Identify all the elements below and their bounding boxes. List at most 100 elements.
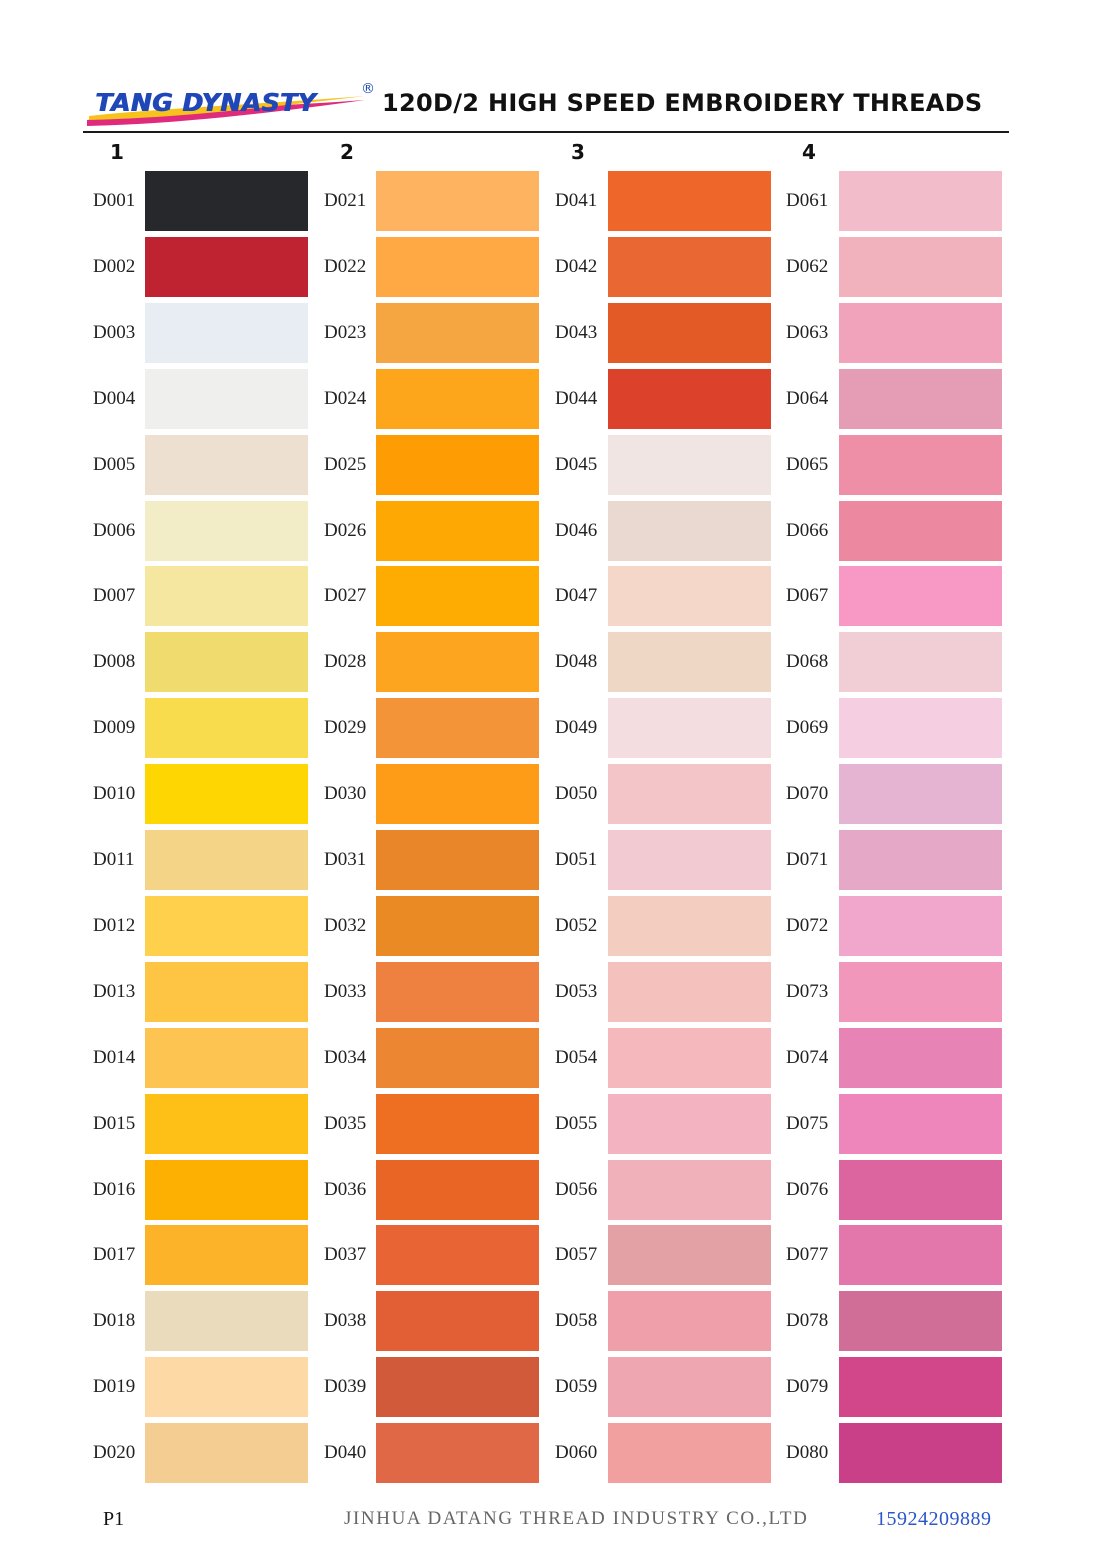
swatch-row: D041	[555, 171, 771, 231]
swatch-row: D075	[786, 1094, 1002, 1154]
color-code: D005	[93, 454, 136, 475]
color-swatch	[608, 1094, 771, 1154]
page-header: TANG DYNASTY ® 120D/2 HIGH SPEED EMBROID…	[83, 76, 1009, 132]
color-code: D007	[93, 585, 136, 606]
color-swatch	[376, 369, 539, 429]
color-code: D069	[786, 717, 829, 738]
color-code: D004	[93, 388, 136, 409]
color-swatch	[376, 1423, 539, 1483]
swatch-row: D057	[555, 1225, 771, 1285]
swatch-row: D054	[555, 1028, 771, 1088]
color-code: D028	[324, 651, 367, 672]
color-code: D070	[786, 783, 829, 804]
swatch-row: D036	[324, 1160, 539, 1220]
color-swatch	[376, 698, 539, 758]
swatch-row: D034	[324, 1028, 539, 1088]
color-code: D026	[324, 520, 367, 541]
swatch-row: D056	[555, 1160, 771, 1220]
swatch-row: D013	[93, 962, 308, 1022]
color-code: D054	[555, 1047, 598, 1068]
logo-swoosh-icon	[87, 96, 365, 126]
color-swatch	[145, 1291, 308, 1351]
color-code: D019	[93, 1376, 136, 1397]
color-code: D041	[555, 190, 598, 211]
swatch-row: D029	[324, 698, 539, 758]
column-number: 4	[802, 140, 816, 164]
swatch-row: D006	[93, 501, 308, 561]
swatch-row: D010	[93, 764, 308, 824]
color-swatch	[608, 830, 771, 890]
color-code: D059	[555, 1376, 598, 1397]
color-swatch	[145, 303, 308, 363]
color-code: D048	[555, 651, 598, 672]
color-code: D072	[786, 915, 829, 936]
color-swatch	[376, 1225, 539, 1285]
color-code: D002	[93, 256, 136, 277]
color-code: D050	[555, 783, 598, 804]
swatch-row: D017	[93, 1225, 308, 1285]
color-swatch	[145, 1357, 308, 1417]
color-code: D025	[324, 454, 367, 475]
color-code: D033	[324, 981, 367, 1002]
color-swatch	[145, 369, 308, 429]
color-swatch	[376, 566, 539, 626]
color-code: D061	[786, 190, 829, 211]
color-code: D049	[555, 717, 598, 738]
color-code: D012	[93, 915, 136, 936]
color-code: D021	[324, 190, 367, 211]
color-swatch	[839, 303, 1002, 363]
color-swatch	[608, 698, 771, 758]
swatch-row: D031	[324, 830, 539, 890]
color-code: D032	[324, 915, 367, 936]
swatch-row: D067	[786, 566, 1002, 626]
color-code: D043	[555, 322, 598, 343]
swatch-row: D018	[93, 1291, 308, 1351]
color-swatch	[608, 1160, 771, 1220]
swatch-row: D045	[555, 435, 771, 495]
color-swatch	[145, 830, 308, 890]
swatch-row: D025	[324, 435, 539, 495]
swatch-row: D069	[786, 698, 1002, 758]
swatch-row: D028	[324, 632, 539, 692]
color-code: D013	[93, 981, 136, 1002]
color-swatch	[145, 237, 308, 297]
swatch-row: D033	[324, 962, 539, 1022]
swatch-row: D077	[786, 1225, 1002, 1285]
color-code: D068	[786, 651, 829, 672]
swatch-row: D024	[324, 369, 539, 429]
color-code: D022	[324, 256, 367, 277]
color-code: D076	[786, 1179, 829, 1200]
color-code: D071	[786, 849, 829, 870]
color-swatch	[376, 1291, 539, 1351]
color-swatch	[145, 501, 308, 561]
logo-text: TANG DYNASTY	[95, 88, 316, 117]
color-swatch	[839, 896, 1002, 956]
color-swatch	[376, 1028, 539, 1088]
color-code: D024	[324, 388, 367, 409]
color-swatch	[608, 962, 771, 1022]
swatch-row: D012	[93, 896, 308, 956]
color-swatch	[376, 896, 539, 956]
color-swatch	[145, 1225, 308, 1285]
color-code: D044	[555, 388, 598, 409]
color-swatch	[145, 896, 308, 956]
swatch-row: D063	[786, 303, 1002, 363]
color-swatch	[608, 1357, 771, 1417]
color-swatch	[145, 962, 308, 1022]
swatch-row: D053	[555, 962, 771, 1022]
brand-logo: TANG DYNASTY ®	[83, 80, 375, 130]
phone-number: 15924209889	[876, 1508, 992, 1530]
color-swatch	[608, 303, 771, 363]
swatch-row: D047	[555, 566, 771, 626]
color-code: D063	[786, 322, 829, 343]
color-swatch	[145, 566, 308, 626]
color-swatch	[608, 1028, 771, 1088]
swatch-row: D050	[555, 764, 771, 824]
color-code: D034	[324, 1047, 367, 1068]
swatch-row: D061	[786, 171, 1002, 231]
color-code: D058	[555, 1310, 598, 1331]
swatch-row: D003	[93, 303, 308, 363]
color-swatch	[839, 830, 1002, 890]
swatch-row: D014	[93, 1028, 308, 1088]
color-code: D014	[93, 1047, 136, 1068]
